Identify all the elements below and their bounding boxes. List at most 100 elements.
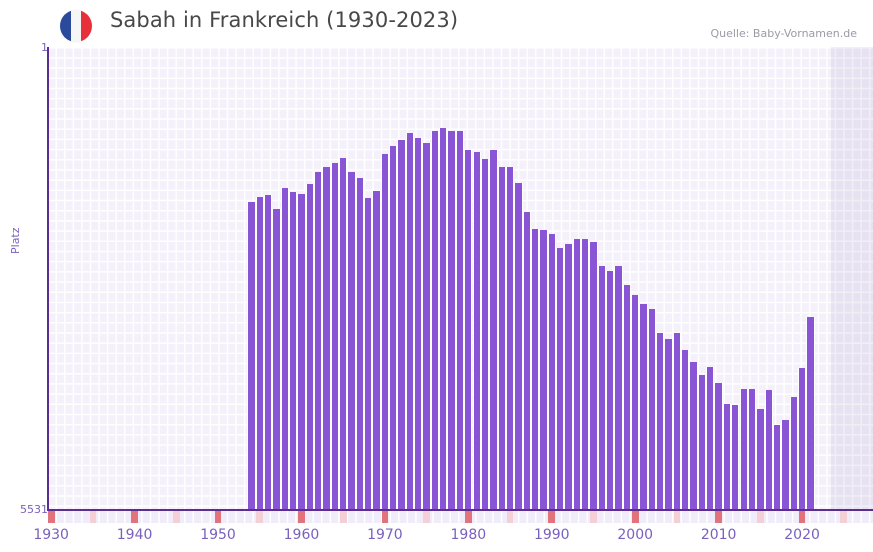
bar[interactable] <box>380 154 390 510</box>
bar[interactable] <box>514 182 523 510</box>
bar[interactable] <box>397 139 406 510</box>
source-label: Quelle: Baby-Vornamen.de <box>710 27 857 40</box>
bar[interactable] <box>472 151 481 510</box>
bar[interactable] <box>614 266 623 510</box>
bar[interactable] <box>589 242 598 510</box>
bar[interactable] <box>639 303 648 510</box>
bar[interactable] <box>464 149 473 510</box>
flag-band-blue <box>60 10 71 42</box>
france-flag-icon <box>60 10 92 42</box>
x-axis-tick-label: 1990 <box>533 527 570 543</box>
tick-mark-minor <box>673 511 681 523</box>
tick-strip-grid <box>47 511 873 523</box>
future-shaded-region <box>831 47 873 510</box>
tick-mark-major <box>47 511 55 523</box>
bar[interactable] <box>764 390 773 510</box>
bar[interactable] <box>339 158 348 510</box>
bar[interactable] <box>430 131 440 510</box>
tick-mark-major <box>298 511 305 523</box>
bar[interactable] <box>597 266 606 510</box>
bar[interactable] <box>522 211 531 510</box>
bar[interactable] <box>497 166 506 510</box>
bar[interactable] <box>689 361 698 510</box>
bar[interactable] <box>681 350 690 510</box>
tick-mark-minor <box>840 511 848 523</box>
flag-band-white <box>70 10 82 42</box>
bar[interactable] <box>647 308 657 510</box>
bar[interactable] <box>280 188 289 510</box>
bar[interactable] <box>739 389 748 510</box>
bar[interactable] <box>313 171 323 510</box>
bar[interactable] <box>555 247 565 510</box>
page-title: Sabah in Frankreich (1930-2023) <box>110 8 459 32</box>
bar[interactable] <box>372 190 381 510</box>
y-axis-tick-top: 1 <box>41 41 48 54</box>
bar[interactable] <box>455 131 465 510</box>
x-axis-tick-label: 1940 <box>116 527 153 543</box>
bar[interactable] <box>731 405 740 510</box>
bar[interactable] <box>672 333 682 510</box>
bar[interactable] <box>263 195 273 510</box>
bar[interactable] <box>364 197 373 510</box>
tick-mark-minor <box>339 511 347 523</box>
bar[interactable] <box>489 149 498 510</box>
bar[interactable] <box>447 131 456 510</box>
bar[interactable] <box>480 159 490 510</box>
tick-mark-minor <box>506 511 514 523</box>
bar[interactable] <box>706 366 715 510</box>
y-axis-tick-bottom: 5531 <box>20 503 48 516</box>
x-axis-tick-label: 1980 <box>450 527 487 543</box>
bar[interactable] <box>656 333 665 510</box>
bar[interactable] <box>272 208 281 510</box>
bar[interactable] <box>697 375 707 510</box>
x-axis-line <box>47 509 873 511</box>
x-axis-tick-label: 1930 <box>33 527 69 543</box>
bar[interactable] <box>747 389 757 510</box>
bar[interactable] <box>288 191 298 510</box>
x-axis-tick-label: 2010 <box>700 527 737 543</box>
bar[interactable] <box>505 167 515 510</box>
bar[interactable] <box>564 243 573 510</box>
tick-mark-minor <box>256 511 264 523</box>
bar[interactable] <box>606 271 615 510</box>
x-axis-tick-strip <box>47 511 873 523</box>
bar[interactable] <box>714 382 723 510</box>
bar[interactable] <box>580 238 590 510</box>
y-axis-title: Platz <box>9 227 22 254</box>
bar[interactable] <box>355 177 365 510</box>
tick-mark-minor <box>590 511 597 523</box>
tick-mark-minor <box>89 511 97 523</box>
flag-band-red <box>81 10 92 42</box>
bar[interactable] <box>422 143 431 510</box>
bar[interactable] <box>806 316 815 510</box>
bar[interactable] <box>297 194 306 510</box>
bar[interactable] <box>664 339 673 510</box>
bar[interactable] <box>797 367 807 510</box>
bar[interactable] <box>772 425 782 510</box>
bar[interactable] <box>247 201 256 510</box>
bar[interactable] <box>722 404 732 510</box>
bar[interactable] <box>756 408 765 510</box>
bar[interactable] <box>347 171 356 510</box>
bar[interactable] <box>572 239 581 510</box>
tick-mark-major <box>214 511 222 523</box>
bar[interactable] <box>389 145 398 510</box>
bar[interactable] <box>530 229 540 510</box>
bar[interactable] <box>322 166 331 510</box>
bar[interactable] <box>622 284 632 510</box>
bar[interactable] <box>631 294 640 510</box>
tick-mark-major <box>715 511 722 523</box>
bar[interactable] <box>439 128 448 510</box>
bar[interactable] <box>330 163 339 510</box>
bar[interactable] <box>539 230 548 510</box>
x-axis-tick-label: 2000 <box>617 527 654 543</box>
bar[interactable] <box>305 184 314 510</box>
bar[interactable] <box>405 133 415 510</box>
bar[interactable] <box>781 420 790 510</box>
bar[interactable] <box>414 138 423 510</box>
bar[interactable] <box>547 234 556 510</box>
y-axis-line <box>47 47 49 510</box>
bar[interactable] <box>255 196 264 510</box>
tick-mark-minor <box>172 511 180 523</box>
bar[interactable] <box>789 396 798 510</box>
